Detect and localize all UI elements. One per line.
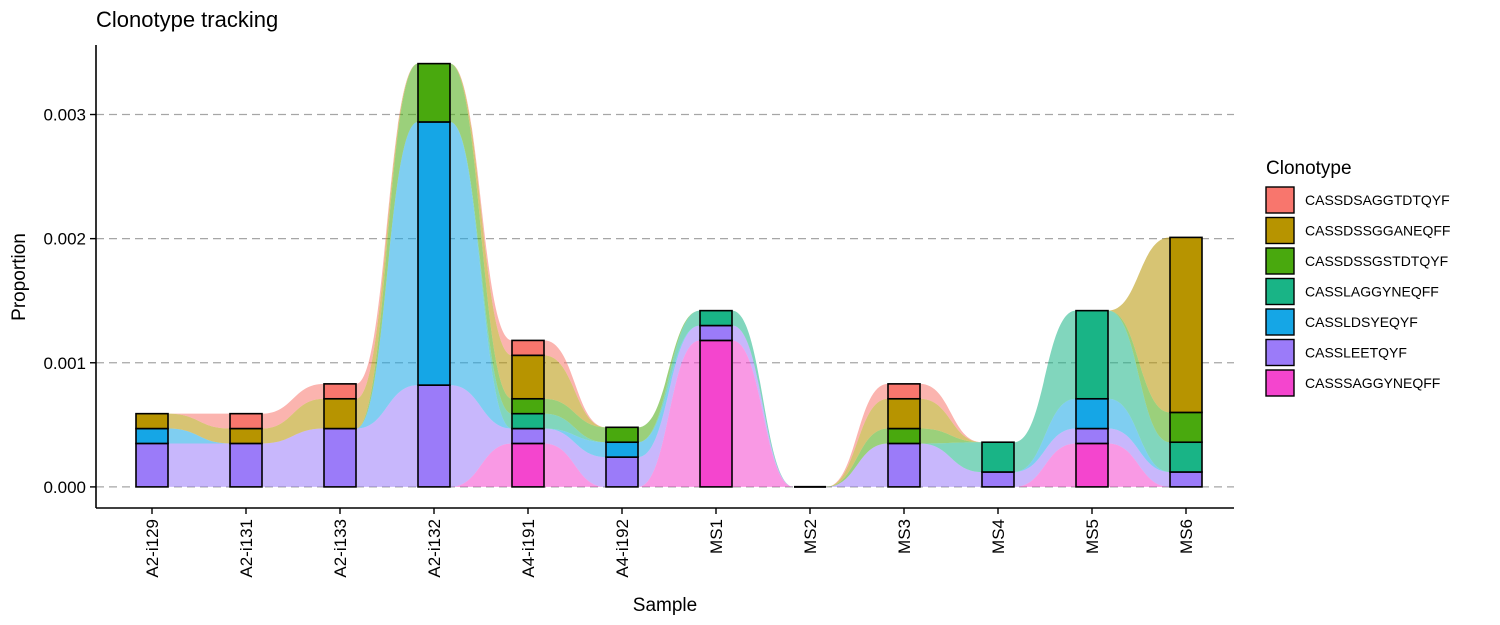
bar-segment-ms3-cassdssgstdtqyf — [887, 427, 921, 445]
x-tick-label: A2-i133 — [331, 519, 350, 578]
bar-segment-a2-i133-cassleetqyf — [323, 427, 357, 488]
y-tick-label: 0.002 — [43, 230, 86, 249]
bar-segment-a4-i191-cassdssgganeqff — [511, 354, 545, 400]
legend-label: CASSLEETQYF — [1305, 345, 1407, 361]
bar-segment-a4-i191-casssaggyneqff — [511, 442, 545, 488]
bar-segment-ms6-cassleetqyf — [1169, 471, 1203, 488]
bar-segment-a2-i131-cassleetqyf — [229, 442, 263, 488]
axes — [90, 45, 1234, 514]
x-tick-label: MS2 — [801, 519, 820, 554]
y-tick-label: 0.000 — [43, 478, 86, 497]
bar-segment-ms6-cassdssgganeqff — [1169, 236, 1203, 414]
bar-segment-a2-i132-cassdssgstdtqyf — [417, 62, 451, 123]
bar-segment-ms4-casslaggyneqff — [981, 441, 1015, 473]
bar-segment-a2-i133-cassdssgganeqff — [323, 397, 357, 430]
x-tick-label: A4-i191 — [519, 519, 538, 578]
bar-segment-a4-i192-cassldsyeqyf — [605, 441, 639, 458]
bar-segment-ms5-casslaggyneqff — [1075, 309, 1109, 400]
bar-segment-ms1-cassleetqyf — [699, 324, 733, 342]
legend: Clonotype CASSDSAGGTDTQYF CASSDSSGGANEQFF… — [1265, 158, 1450, 397]
x-tick-label: MS1 — [707, 519, 726, 554]
legend-label: CASSLDSYEQYF — [1305, 314, 1418, 330]
x-tick-label: A2-i129 — [143, 519, 162, 578]
legend-title: Clonotype — [1266, 158, 1352, 179]
legend-label: CASSSAGGYNEQFF — [1305, 375, 1440, 391]
bar-segment-a2-i129-cassldsyeqyf — [135, 427, 169, 445]
x-tick-label: MS3 — [895, 519, 914, 554]
legend-swatch-cassleetqyf — [1265, 338, 1295, 367]
x-tick-label: MS4 — [989, 519, 1008, 554]
legend-label: CASSLAGGYNEQFF — [1305, 284, 1439, 300]
bar-segment-a2-i131-cassdsaggtdtqyf — [229, 412, 263, 430]
bar-segment-ms4-cassleetqyf — [981, 471, 1015, 488]
bar-segment-ms1-casssaggyneqff — [699, 339, 733, 488]
legend-label: CASSDSSGGANEQFF — [1305, 223, 1450, 239]
y-axis-title: Proportion — [9, 233, 30, 321]
bar-segment-ms5-casssaggyneqff — [1075, 442, 1109, 488]
bar-segment-a4-i192-cassleetqyf — [605, 456, 639, 488]
legend-swatch-cassdsaggtdtqyf — [1265, 186, 1295, 214]
x-tick-label: MS6 — [1177, 519, 1196, 554]
legend-swatch-cassldsyeqyf — [1265, 308, 1295, 336]
bar-segment-ms5-cassleetqyf — [1075, 427, 1109, 445]
legend-label: CASSDSAGGTDTQYF — [1305, 192, 1450, 208]
legend-swatch-casslaggyneqff — [1265, 277, 1295, 306]
stacked-bars — [135, 62, 1203, 488]
bar-segment-a4-i192-cassdssgstdtqyf — [605, 426, 639, 444]
x-tick-label: A2-i131 — [237, 519, 256, 578]
bar-segment-a2-i131-cassdssgganeqff — [229, 427, 263, 445]
bar-segment-a2-i132-cassldsyeqyf — [417, 121, 451, 386]
y-tick-label: 0.003 — [43, 106, 86, 125]
legend-swatch-cassdssgstdtqyf — [1265, 247, 1295, 275]
x-tick-label: MS5 — [1083, 519, 1102, 554]
bar-segment-ms6-casslaggyneqff — [1169, 441, 1203, 473]
bar-segment-a4-i191-casslaggyneqff — [511, 412, 545, 430]
y-tick-label: 0.001 — [43, 354, 86, 373]
bar-segment-a2-i129-cassleetqyf — [135, 442, 169, 488]
alluvial-flows — [168, 63, 1170, 487]
bar-segment-a2-i133-cassdsaggtdtqyf — [323, 383, 357, 400]
bar-segment-a4-i191-cassdsaggtdtqyf — [511, 339, 545, 357]
bar-segment-ms5-cassldsyeqyf — [1075, 397, 1109, 430]
bar-segment-a4-i191-cassdssgstdtqyf — [511, 397, 545, 415]
bar-segment-ms6-cassdssgstdtqyf — [1169, 411, 1203, 444]
x-tick-labels: A2-i129 A2-i131 A2-i133 A2-i132 A4-i191 A4-i1… — [143, 519, 1196, 578]
x-axis-title: Sample — [633, 595, 697, 616]
y-tick-labels: 0.000 0.001 0.002 0.003 — [43, 106, 86, 497]
bar-segment-ms3-cassdssgganeqff — [887, 397, 921, 430]
legend-label: CASSDSSGSTDTQYF — [1305, 253, 1448, 269]
bar-segment-ms3-cassdsaggtdtqyf — [887, 383, 921, 400]
bar-segment-a4-i191-cassleetqyf — [511, 427, 545, 445]
x-tick-label: A4-i192 — [613, 519, 632, 578]
x-tick-label: A2-i132 — [425, 519, 444, 578]
bar-segment-ms3-cassleetqyf — [887, 442, 921, 488]
bar-segment-a2-i129-cassdssgganeqff — [135, 412, 169, 430]
bar-segment-ms1-casslaggyneqff — [699, 309, 733, 327]
legend-swatch-cassdssgganeqff — [1265, 216, 1295, 245]
legend-swatch-casssaggyneqff — [1265, 369, 1295, 397]
flow-cassleetqyf — [168, 325, 1170, 487]
bar-segment-a2-i132-cassleetqyf — [417, 384, 451, 488]
chart-title: Clonotype tracking — [96, 7, 278, 32]
